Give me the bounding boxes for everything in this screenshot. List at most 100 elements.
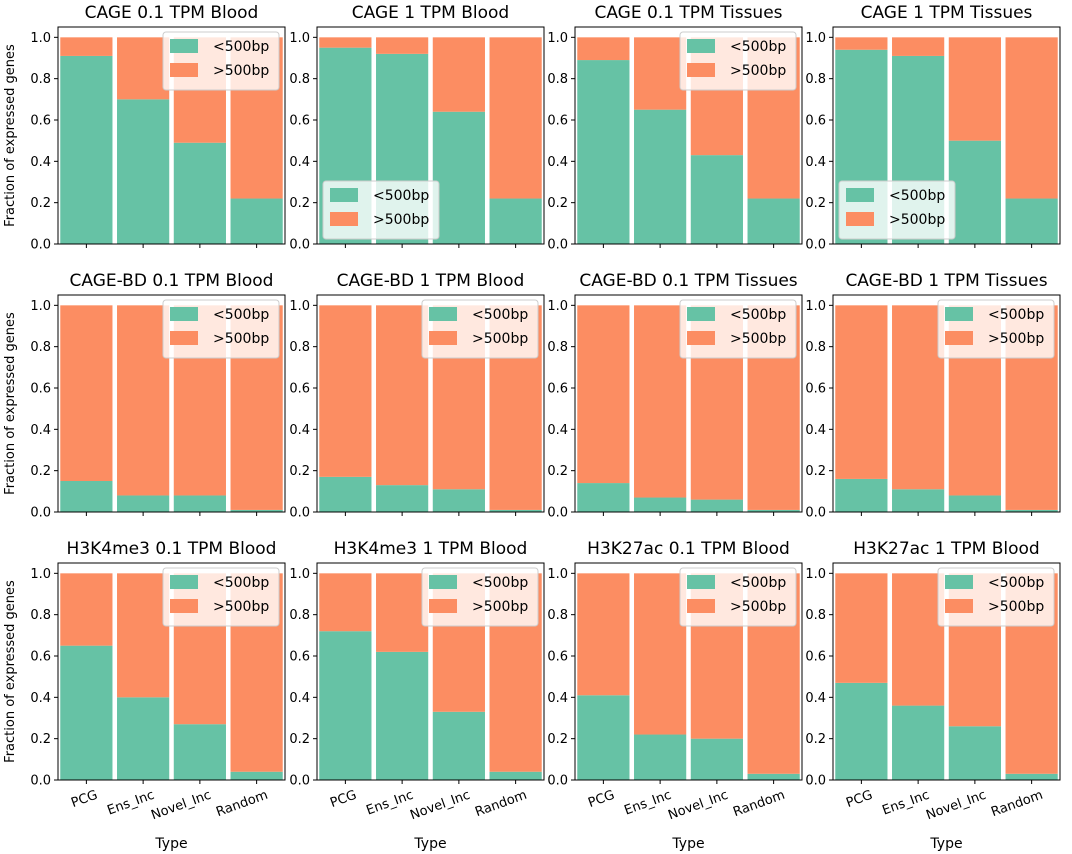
x-axis-label: Type	[929, 836, 962, 852]
y-tick-label: 0.8	[289, 608, 310, 623]
legend-label: <500bp	[373, 188, 429, 204]
bar-long-pcg	[577, 573, 630, 696]
axes-frame	[574, 26, 803, 245]
y-tick-label: 0.2	[30, 196, 51, 211]
y-tick-label: 0.4	[805, 155, 826, 170]
bar-short-pcg	[60, 481, 113, 512]
bar-short-novel-inc	[948, 495, 1001, 512]
y-tick-label: 0.0	[30, 774, 51, 789]
bar-short-random	[747, 509, 800, 512]
legend-label: <500bp	[213, 575, 269, 591]
y-tick-label: 0.0	[805, 506, 826, 521]
subplot-3: CAGE 0.1 TPM Tissues 0.0 0.2 0.4 0.6 0.8 1.0 <5…	[547, 3, 803, 253]
x-tick-label: Ens_Inc	[105, 788, 156, 819]
x-tick-label: Random	[731, 788, 787, 821]
subplot-9: H3K4me3 0.1 TPM Blood 0.0 0.2 0.4 0.6 0.8 1.0 P…	[3, 539, 286, 852]
legend: <500bp >500bp	[421, 567, 539, 627]
bar-long-pcg	[60, 37, 113, 56]
bar-short-random	[230, 771, 283, 780]
y-tick-label: 1.0	[289, 567, 310, 582]
x-tick-label: PCG	[328, 788, 359, 811]
legend-label: <500bp	[472, 575, 528, 591]
legend-swatch-long	[846, 212, 874, 226]
legend-swatch-short	[429, 575, 457, 589]
y-tick-label: 0.4	[805, 691, 826, 706]
legend-label: <500bp	[988, 307, 1044, 323]
y-tick-label: 0.6	[30, 114, 51, 129]
bar-long-pcg	[835, 305, 888, 479]
bar-long-pcg	[577, 37, 630, 61]
x-tick-label: PCG	[586, 788, 617, 811]
bar-short-random	[1005, 509, 1058, 512]
x-tick-label: PCG	[844, 788, 875, 811]
bar-short-ens-inc	[634, 109, 687, 245]
bar-short-pcg	[60, 55, 113, 244]
y-tick-label: 0.6	[30, 650, 51, 665]
y-tick-label: 0.4	[30, 423, 51, 438]
subplot-title: H3K4me3 1 TPM Blood	[334, 539, 528, 559]
bar-long-ens-inc	[376, 305, 429, 486]
y-tick-label: 1.0	[547, 299, 568, 314]
x-tick-label: Novel_Inc	[924, 788, 988, 824]
bar-long-ens-inc	[892, 573, 945, 706]
y-tick-label: 0.8	[289, 72, 310, 87]
y-tick-label: 0.8	[805, 340, 826, 355]
y-tick-label: 0.4	[547, 155, 568, 170]
subplot-1: CAGE 0.1 TPM Blood 0.0 0.2 0.4 0.6 0.8 1.0 Frac…	[3, 3, 286, 253]
legend-swatch-long	[170, 599, 198, 613]
legend: <500bp >500bp	[937, 567, 1055, 627]
axes-frame	[316, 562, 545, 781]
bar-short-novel-inc	[432, 711, 485, 780]
y-tick-label: 0.8	[30, 72, 51, 87]
x-tick-label: Random	[989, 788, 1045, 821]
legend-swatch-long	[429, 599, 457, 613]
legend: <500bp >500bp	[679, 31, 797, 91]
bar-short-novel-inc	[173, 142, 226, 244]
bar-short-pcg	[577, 695, 630, 780]
subplot-title: CAGE 0.1 TPM Blood	[85, 3, 259, 23]
bar-short-random	[747, 773, 800, 780]
y-tick-label: 0.0	[30, 506, 51, 521]
y-tick-label: 0.0	[547, 506, 568, 521]
y-tick-label: 0.8	[547, 340, 568, 355]
bar-short-ens-inc	[376, 485, 429, 512]
bar-short-ens-inc	[892, 489, 945, 512]
y-tick-label: 0.8	[547, 72, 568, 87]
subplot-2: CAGE 1 TPM Blood 0.0 0.2 0.4 0.6 0.8 1.0 <500bp…	[289, 3, 545, 253]
bar-short-random	[230, 509, 283, 512]
y-tick-label: 0.4	[547, 423, 568, 438]
y-tick-label: 0.0	[289, 506, 310, 521]
legend-swatch-short	[170, 39, 198, 53]
y-tick-label: 0.0	[289, 238, 310, 253]
y-tick-label: 0.0	[547, 774, 568, 789]
bar-short-novel-inc	[173, 724, 226, 780]
bar-long-ens-inc	[634, 305, 687, 498]
subplot-title: H3K27ac 0.1 TPM Blood	[587, 539, 790, 559]
axes-frame	[574, 294, 803, 513]
axes-frame	[316, 294, 545, 513]
axes-frame	[57, 294, 286, 513]
bar-long-ens-inc	[892, 37, 945, 56]
legend-label: >500bp	[213, 331, 269, 347]
legend: <500bp >500bp	[679, 299, 797, 359]
legend-swatch-short	[687, 575, 715, 589]
subplot-title: CAGE-BD 0.1 TPM Tissues	[579, 271, 797, 291]
subplot-4: CAGE 1 TPM Tissues 0.0 0.2 0.4 0.6 0.8 1.0 <500…	[805, 3, 1061, 253]
x-tick-label: Ens_Inc	[880, 788, 931, 819]
y-tick-label: 0.0	[805, 238, 826, 253]
bar-short-random	[1005, 198, 1058, 244]
y-tick-label: 1.0	[805, 567, 826, 582]
legend-swatch-long	[945, 599, 973, 613]
legend-label: <500bp	[988, 575, 1044, 591]
bar-short-novel-inc	[690, 499, 743, 512]
y-tick-label: 1.0	[30, 299, 51, 314]
y-tick-label: 0.6	[805, 114, 826, 129]
bar-short-ens-inc	[634, 734, 687, 780]
legend: <500bp >500bp	[162, 31, 280, 91]
bar-long-ens-inc	[117, 305, 170, 496]
subplot-7: CAGE-BD 0.1 TPM Tissues 0.0 0.2 0.4 0.6 0.8 1.…	[547, 271, 803, 521]
y-tick-label: 0.6	[289, 382, 310, 397]
y-axis-label: Fraction of expressed genes	[3, 312, 18, 495]
bar-long-ens-inc	[376, 37, 429, 54]
legend-label: <500bp	[730, 39, 786, 55]
